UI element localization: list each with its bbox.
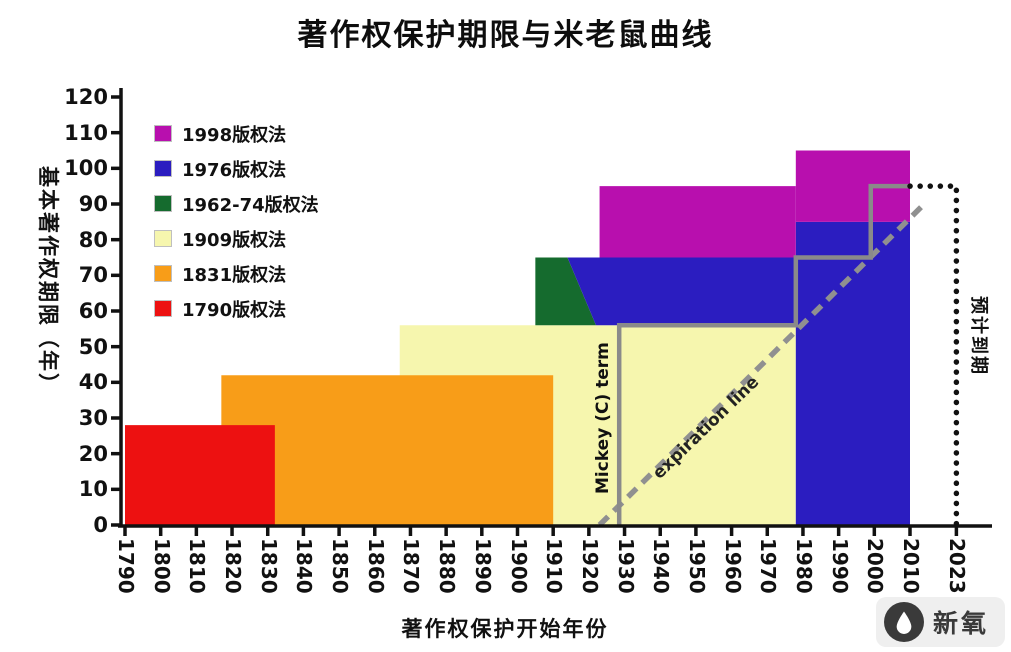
x-tick-label: 1830 [256, 538, 281, 594]
x-tick-label: 2023 [945, 538, 970, 594]
x-tick-label: 1870 [399, 538, 424, 594]
region-1998-pre1978-act [599, 186, 796, 258]
legend-label: 1790版权法 [182, 299, 287, 321]
x-tick-label: 1950 [684, 538, 709, 594]
legend-item: 1976版权法 [154, 151, 319, 186]
legend-swatch [154, 300, 172, 317]
x-tick-label: 1800 [149, 538, 174, 594]
x-tick-label: 2000 [863, 538, 888, 594]
y-tick-label: 70 [78, 263, 108, 288]
x-tick-label: 1980 [791, 538, 816, 594]
y-tick-label: 80 [78, 227, 108, 252]
legend-label: 1831版权法 [182, 264, 287, 286]
y-tick-label: 120 [64, 85, 108, 109]
region-1962-74-act [535, 257, 596, 326]
y-tick-label: 60 [78, 299, 108, 323]
x-tick-label: 1790 [114, 538, 138, 594]
x-tick-label: 1970 [756, 538, 781, 594]
legend-swatch [154, 195, 172, 212]
x-tick-label: 1890 [470, 538, 495, 594]
legend-item: 1962-74版权法 [154, 186, 319, 221]
y-tick-label: 90 [78, 192, 108, 216]
x-axis-label: 著作权保护开始年份 [401, 617, 609, 641]
y-tick-label: 30 [78, 406, 108, 430]
x-tick-label: 1860 [363, 538, 388, 594]
region-1831-act [221, 375, 554, 525]
x-tick-label: 1910 [542, 538, 567, 594]
y-tick-label: 10 [78, 477, 108, 502]
region-1790-act [125, 425, 275, 525]
x-tick-label: 1900 [506, 538, 531, 594]
x-tick-label: 1990 [827, 538, 852, 594]
brand-watermark: 新氧 [875, 597, 1005, 647]
legend-item: 1790版权法 [154, 291, 319, 326]
x-tick-label: 1920 [577, 538, 602, 594]
x-tick-label: 2010 [899, 538, 923, 594]
chart-legend: 1998版权法 1976版权法 1962-74版权法 1909版权法 1831版权法 17… [154, 116, 319, 326]
x-tick-label: 1820 [221, 538, 246, 594]
x-tick-label: 1960 [720, 538, 745, 594]
x-tick-label: 1930 [613, 538, 638, 594]
legend-swatch [154, 125, 172, 142]
water-drop-icon [896, 611, 912, 634]
y-tick-label: 20 [78, 441, 108, 466]
x-tick-label: 1810 [185, 538, 210, 594]
y-tick-label: 50 [78, 334, 108, 359]
brand-logo-circle [883, 602, 924, 642]
legend-swatch [154, 160, 172, 177]
legend-swatch [154, 230, 172, 247]
legend-label: 1976版权法 [182, 159, 287, 181]
brand-name: 新氧 [932, 609, 989, 638]
x-tick-label: 1840 [292, 538, 317, 594]
legend-label: 1962-74版权法 [182, 194, 319, 216]
x-tick-label: 1850 [328, 538, 353, 594]
mickey-term-line [616, 183, 910, 525]
page-title: 著作权保护期限与米老鼠曲线 [297, 18, 714, 53]
y-tick-label: 40 [78, 370, 108, 395]
mickey-term-annotation: Mickey (C) term [593, 342, 613, 494]
legend-item: 1831版权法 [154, 256, 319, 291]
projected-expiry-annotation: 预计到期 [968, 296, 989, 376]
y-tick-label: 100 [64, 156, 108, 181]
x-tick-label: 1940 [649, 538, 674, 594]
x-tick-label: 1880 [435, 538, 460, 594]
projected-expiry-line [907, 183, 960, 528]
region-1976-pre1978-act [567, 257, 796, 326]
legend-label: 1909版权法 [182, 229, 287, 251]
legend-item: 1998版权法 [154, 116, 319, 151]
legend-label: 1998版权法 [182, 124, 287, 146]
region-1998-post1978-act [795, 150, 910, 222]
legend-swatch [154, 265, 172, 282]
legend-item: 1909版权法 [154, 221, 319, 256]
y-tick-label: 110 [64, 120, 108, 145]
y-tick-label: 0 [93, 513, 108, 537]
region-1976-post1978-act [795, 221, 910, 526]
